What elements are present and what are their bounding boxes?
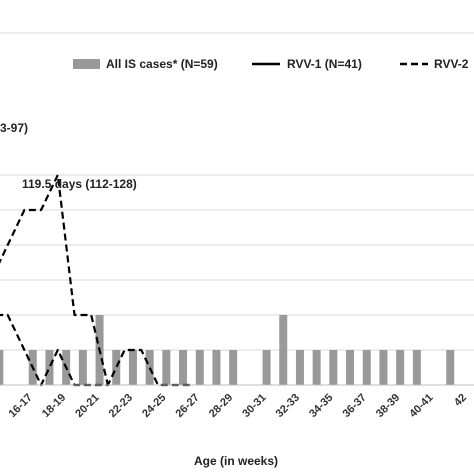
bar (195, 350, 204, 385)
bar (45, 350, 54, 385)
legend-label-rvv2: RVV-2 (434, 57, 469, 71)
legend: All IS cases* (N=59) RVV-1 (N=41) RVV-2 (73, 57, 469, 71)
bar (262, 350, 271, 385)
bar (312, 350, 321, 385)
gridlines (0, 32, 474, 351)
bar (379, 350, 388, 385)
bar (212, 350, 221, 385)
series-line (0, 313, 192, 387)
bar (162, 350, 171, 385)
bar (279, 315, 288, 385)
legend-swatch-bars (73, 59, 100, 69)
x-axis-title: Age (in weeks) (194, 454, 278, 468)
bar (396, 350, 405, 385)
legend-label-rvv1: RVV-1 (N=41) (287, 57, 362, 71)
bar (78, 350, 87, 385)
bar (112, 350, 121, 385)
bar (346, 350, 355, 385)
bar (295, 350, 304, 385)
bar (412, 350, 421, 385)
line-series (0, 173, 192, 387)
legend-label-bars: All IS cases* (N=59) (106, 57, 218, 71)
annotation-rvv2-median: 119.5 days (112-128) (22, 177, 137, 191)
bar (128, 350, 137, 385)
bar (0, 350, 4, 385)
bar (179, 350, 188, 385)
bar (362, 350, 371, 385)
bar (329, 350, 338, 385)
series-line (0, 173, 109, 386)
annotation-rvv1-median: 3-97) (0, 121, 28, 135)
bar (446, 350, 455, 385)
bar (229, 350, 238, 385)
bar (145, 350, 154, 385)
